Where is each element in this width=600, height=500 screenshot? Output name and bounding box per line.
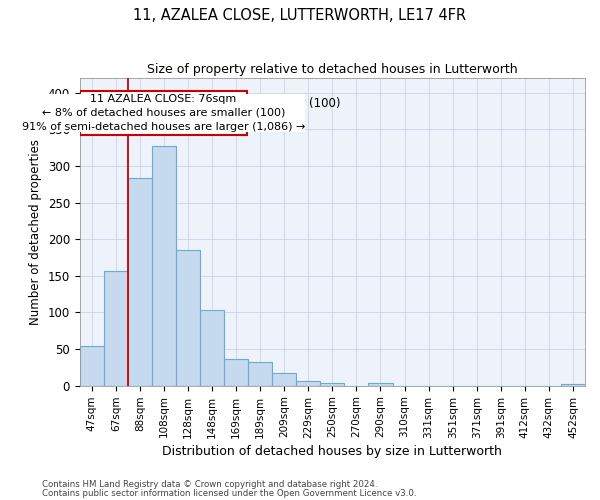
Bar: [224, 358, 248, 386]
Bar: [80, 90, 247, 135]
Text: ← 8% of detached houses are smaller (100): ← 8% of detached houses are smaller (100…: [83, 97, 341, 110]
Text: 11 AZALEA CLOSE: 76sqm
← 8% of detached houses are smaller (100)
91% of semi-det: 11 AZALEA CLOSE: 76sqm ← 8% of detached …: [22, 94, 305, 132]
Bar: [561, 384, 585, 386]
Bar: [320, 383, 344, 386]
Bar: [296, 380, 320, 386]
Text: Contains public sector information licensed under the Open Government Licence v3: Contains public sector information licen…: [42, 488, 416, 498]
Bar: [368, 383, 392, 386]
Bar: [176, 250, 200, 386]
Y-axis label: Number of detached properties: Number of detached properties: [29, 139, 42, 325]
Text: Contains HM Land Registry data © Crown copyright and database right 2024.: Contains HM Land Registry data © Crown c…: [42, 480, 377, 489]
Bar: [128, 178, 152, 386]
Bar: [152, 146, 176, 386]
Bar: [104, 270, 128, 386]
Bar: [272, 372, 296, 386]
Text: 11, AZALEA CLOSE, LUTTERWORTH, LE17 4FR: 11, AZALEA CLOSE, LUTTERWORTH, LE17 4FR: [133, 8, 467, 22]
X-axis label: Distribution of detached houses by size in Lutterworth: Distribution of detached houses by size …: [163, 444, 502, 458]
Bar: [80, 346, 104, 386]
Bar: [200, 310, 224, 386]
Text: 11 AZALEA CLOSE: 76sqm: 11 AZALEA CLOSE: 76sqm: [83, 97, 238, 110]
Title: Size of property relative to detached houses in Lutterworth: Size of property relative to detached ho…: [147, 62, 518, 76]
Bar: [248, 362, 272, 386]
